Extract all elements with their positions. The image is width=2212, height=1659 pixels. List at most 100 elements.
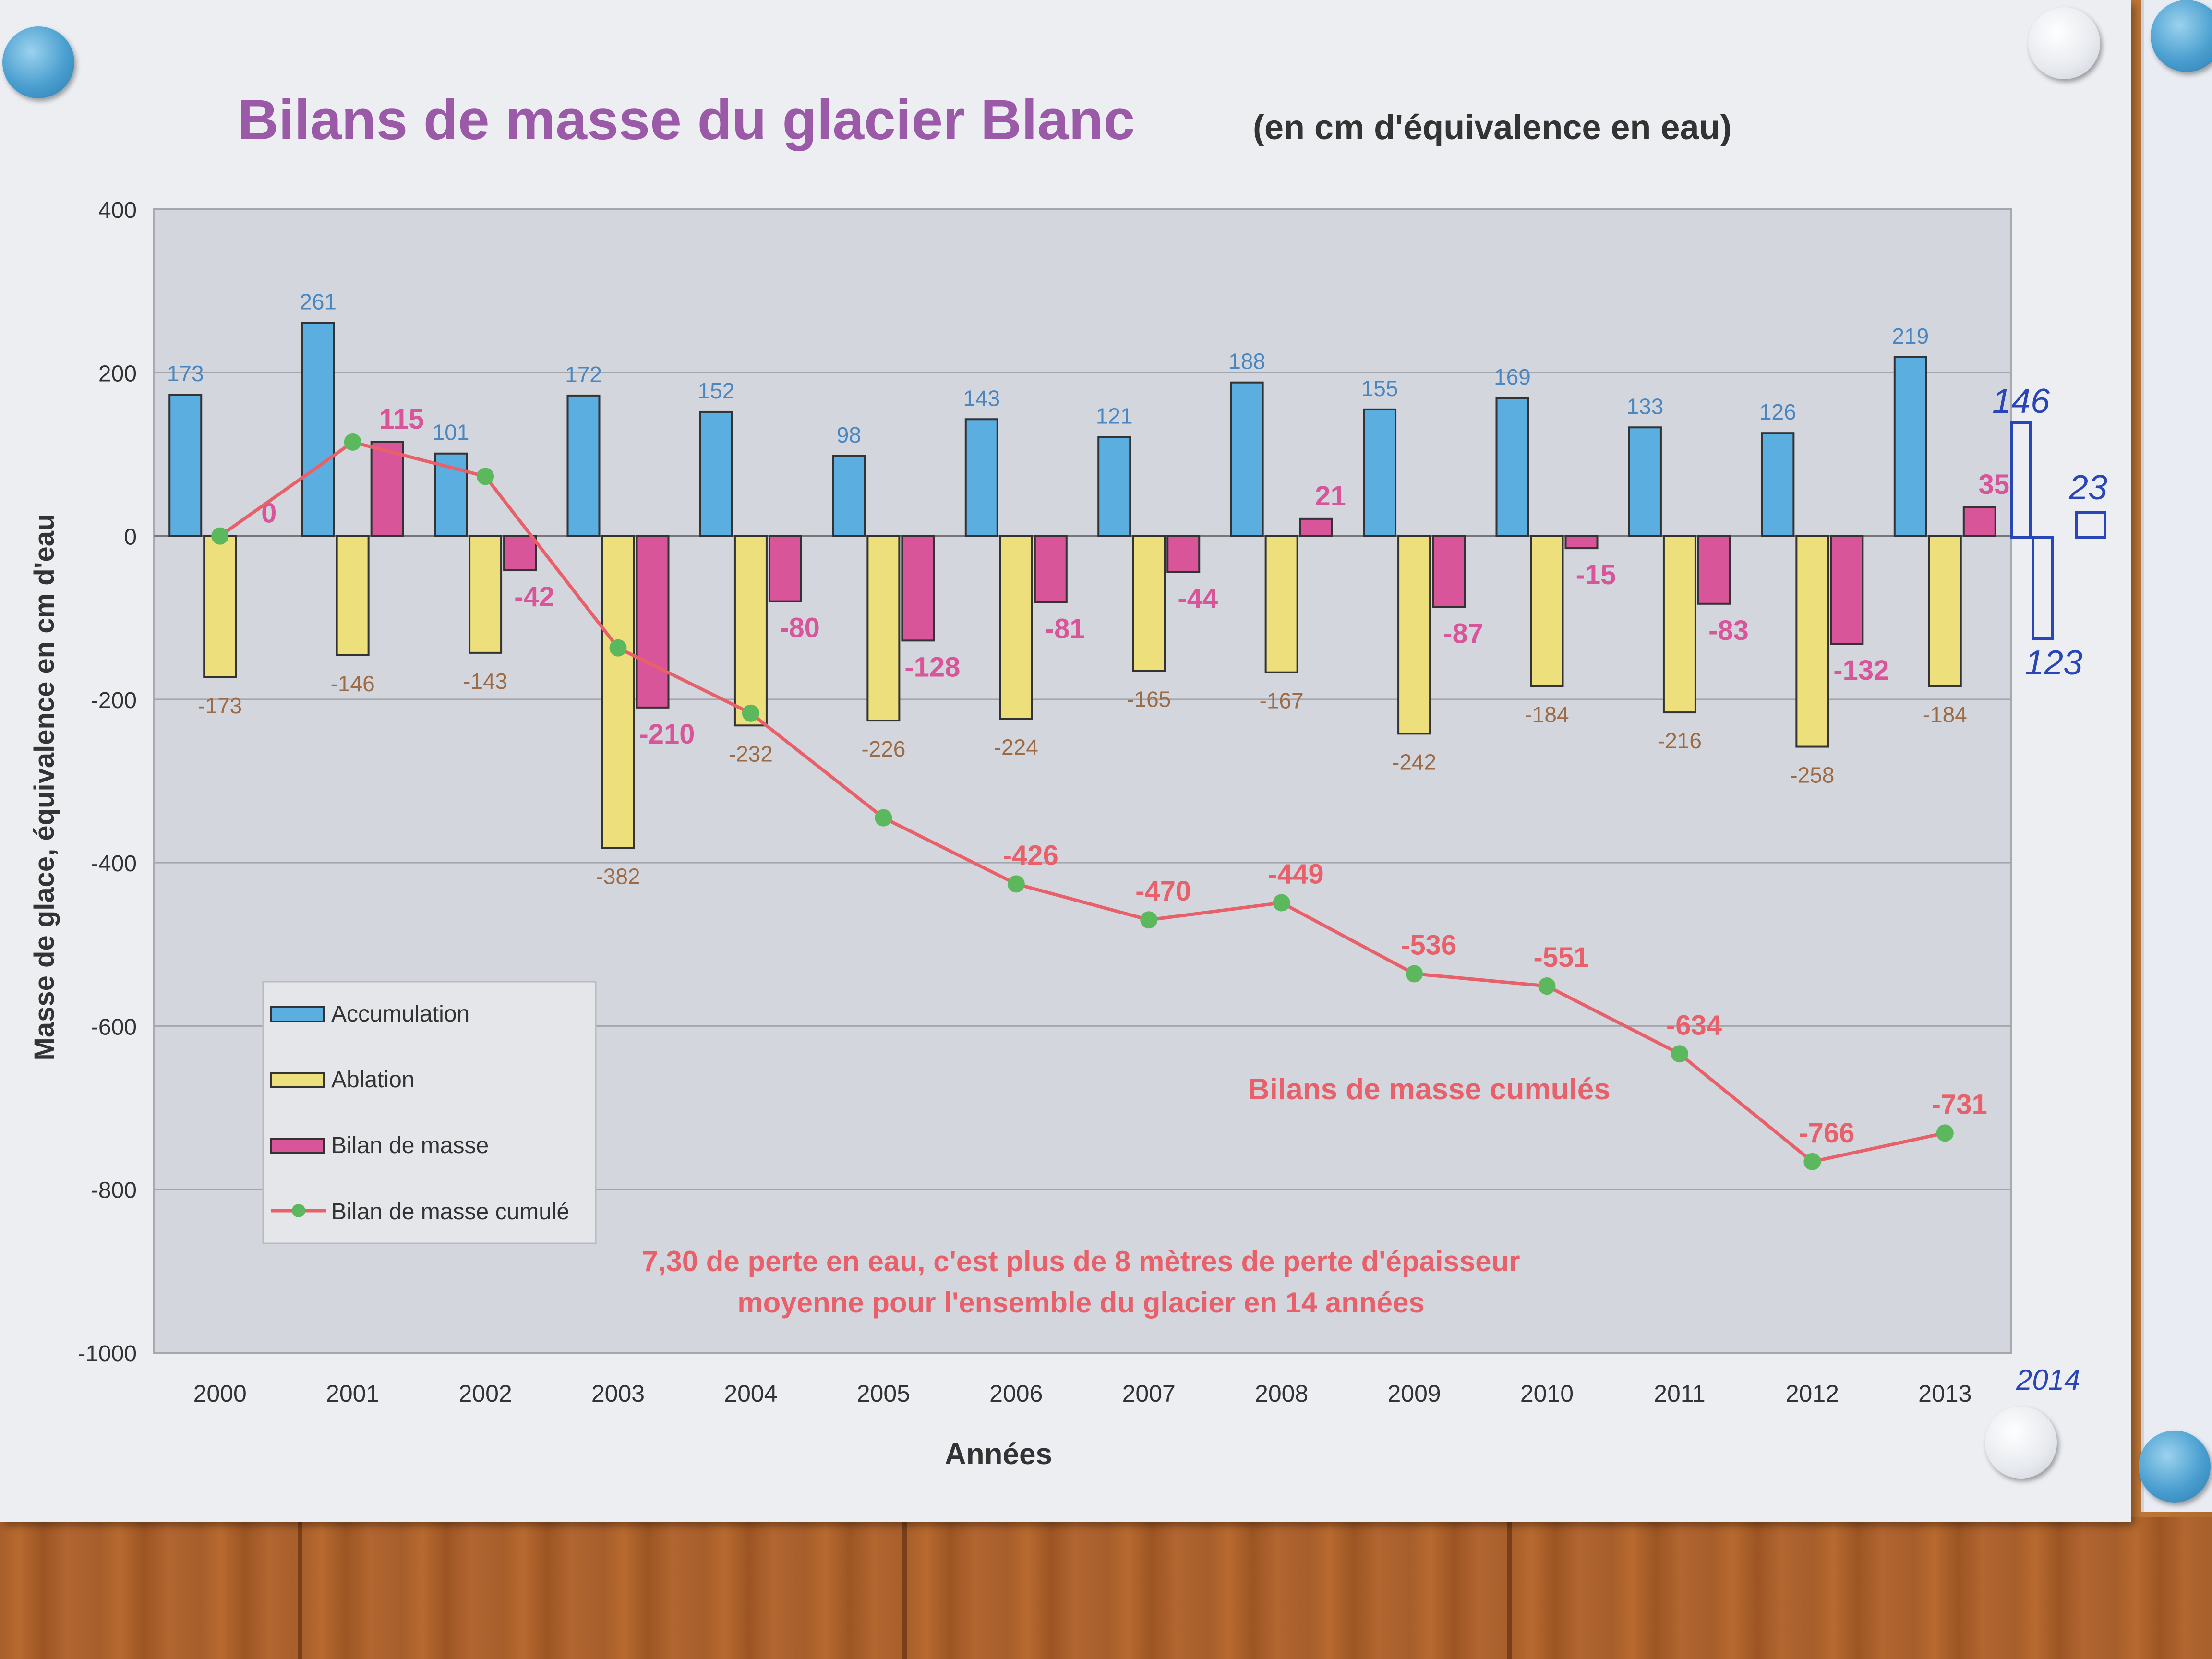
cumulative-line-label: Bilans de masse cumulés: [1248, 1073, 1611, 1106]
ablation-bar: [1397, 535, 1431, 735]
bilan-bar: [768, 535, 802, 602]
mass-balance-chart: Bilans de masse du glacier Blanc (en cm …: [29, 88, 2107, 1471]
cumulative-point: [211, 527, 229, 545]
accumulation-bar-label: 98: [837, 422, 861, 447]
ablation-bar: [336, 535, 370, 656]
accumulation-bar-label: 143: [963, 385, 1000, 410]
cumulative-point: [344, 433, 361, 451]
cumulative-point: [1936, 1124, 1954, 1142]
x-tick-label: 2010: [1520, 1380, 1574, 1407]
bilan-bar-label: -128: [904, 651, 960, 683]
accumulation-bar-label: 173: [167, 361, 204, 386]
accumulation-bar: [1363, 408, 1397, 537]
bilan-bar-label: 115: [379, 404, 424, 435]
bilan-bar-label: 35: [1979, 469, 2010, 500]
accumulation-bar: [1893, 356, 1927, 537]
x-tick-label: 2012: [1786, 1380, 1839, 1407]
accumulation-bar: [168, 394, 203, 537]
y-tick-label: 200: [98, 361, 137, 386]
legend-box: [262, 981, 597, 1244]
y-axis-label: Masse de glace, équivalence en cm d'eau: [29, 514, 60, 1061]
bilan-bar: [1034, 535, 1068, 603]
accumulation-bar: [1761, 432, 1795, 537]
ablation-bar-label: -382: [596, 864, 640, 889]
cumulative-point: [1803, 1153, 1821, 1170]
wood-wall: [0, 1512, 2212, 1659]
bilan-bar-label: -80: [780, 613, 820, 644]
accumulation-bar-label: 101: [433, 420, 469, 445]
x-tick-label: 2001: [326, 1380, 379, 1407]
cumulative-point-label: -470: [1135, 876, 1191, 907]
side-paper: [2141, 0, 2212, 1512]
cumulative-point: [1273, 894, 1290, 912]
ablation-bar: [999, 535, 1033, 720]
ablation-bar: [601, 535, 635, 849]
wood-seam: [902, 1512, 907, 1659]
x-tick-label: 2005: [857, 1380, 910, 1407]
y-tick-label: -400: [91, 851, 137, 877]
y-tick-label: 400: [98, 198, 137, 223]
cumulative-point: [477, 468, 494, 485]
push-pin: [2028, 7, 2100, 79]
accumulation-bar-label: 121: [1096, 404, 1133, 429]
bilan-bar-label: 21: [1315, 481, 1346, 512]
cumulative-point: [875, 809, 892, 827]
accumulation-bar: [1230, 381, 1264, 537]
legend-label-bilan: Bilan de masse: [331, 1133, 489, 1158]
x-tick-label: 2002: [458, 1380, 512, 1407]
ablation-bar: [1264, 535, 1298, 673]
bilan-bar-label: -81: [1045, 613, 1085, 644]
bilan-bar: [1697, 535, 1731, 605]
accumulation-bar-label: 152: [698, 378, 735, 403]
bilan-bar: [1432, 535, 1466, 608]
ablation-bar-label: -184: [1923, 702, 1967, 727]
handwritten-year: 2014: [2016, 1364, 2080, 1396]
accumulation-bar-label: 126: [1759, 399, 1796, 424]
bilan-bar-label: -132: [1833, 655, 1889, 686]
bilan-bar: [901, 535, 935, 642]
ablation-bar-label: -184: [1525, 702, 1569, 727]
cumulative-point-label: -551: [1533, 942, 1589, 973]
x-tick-label: 2009: [1387, 1380, 1441, 1407]
cumulative-point-label: -731: [1932, 1089, 1987, 1120]
push-pin: [2151, 0, 2212, 72]
accumulation-bar: [566, 394, 601, 537]
cumulative-point: [1406, 965, 1423, 983]
annotation-line-1: 7,30 de perte en eau, c'est plus de 8 mè…: [642, 1245, 1520, 1277]
cumulative-line: -426 -470 -449 -536 -551 -634 -766 -731: [211, 433, 1987, 1170]
ablation-bar-label: -242: [1392, 749, 1436, 774]
cumulative-point: [1538, 977, 1556, 995]
annotation-line-2: moyenne pour l'ensemble du glacier en 14…: [737, 1286, 1424, 1319]
x-tick-label: 2011: [1654, 1380, 1706, 1407]
legend-label-cumule: Bilan de masse cumulé: [331, 1199, 569, 1225]
ablation-bar: [1530, 535, 1564, 687]
bilan-bar: [1564, 535, 1599, 550]
x-tick-label: 2007: [1122, 1380, 1176, 1407]
ablation-bar: [469, 535, 503, 654]
accumulation-bar: [699, 410, 733, 537]
ablation-bar-label: -167: [1260, 688, 1304, 713]
handwritten-2014: [2010, 421, 2106, 640]
cumulative-point: [1140, 911, 1158, 929]
cumulative-point: [1671, 1045, 1688, 1063]
bilan-bar: [636, 535, 670, 709]
accumulation-bar: [1097, 436, 1131, 537]
cumulative-point-label: -426: [1003, 840, 1058, 871]
handwritten-ablation: 123: [2025, 644, 2082, 682]
accumulation-bar: [832, 455, 866, 537]
wood-seam: [1507, 1512, 1512, 1659]
ablation-bar-label: -165: [1127, 686, 1171, 711]
legend-label-accumulation: Accumulation: [331, 1001, 469, 1027]
bilan-bar: [370, 441, 404, 537]
bilan-bar-label: -210: [639, 719, 695, 750]
accumulation-bar-label: 261: [300, 289, 337, 314]
handwritten-accumulation: 146: [1992, 382, 2050, 421]
bar-value-labels: 173 261 101 172 152 98 143 121 188 155 169 133 126 21…: [167, 289, 2009, 889]
x-tick-label: 2008: [1255, 1380, 1308, 1407]
x-tick-label: 2000: [193, 1380, 247, 1407]
x-tick-label: 2003: [591, 1380, 645, 1407]
y-tick-label: -800: [91, 1178, 137, 1203]
push-pin: [2, 26, 74, 98]
bilan-bar-label: -83: [1708, 615, 1749, 646]
cumulative-point-label: -536: [1401, 930, 1456, 961]
